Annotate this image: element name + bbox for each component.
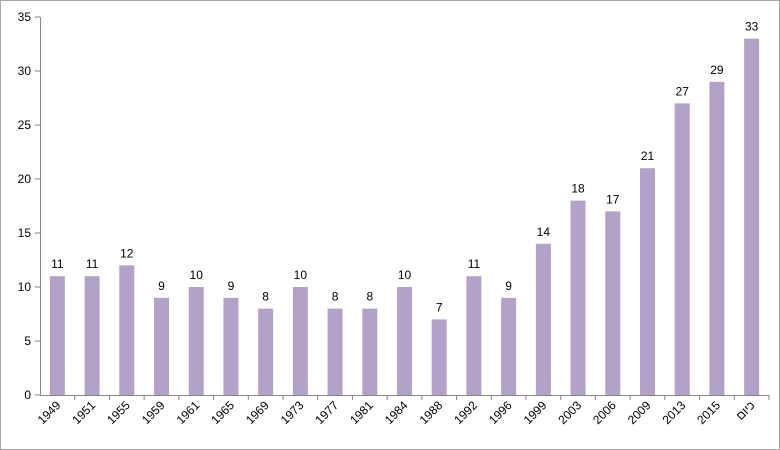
x-tick-label-1969: 1969 (243, 398, 272, 427)
axes-layer (35, 16, 770, 400)
y-tick-label-35: 35 (18, 10, 32, 24)
y-tick-label-0: 0 (24, 388, 31, 402)
data-label-1973: 10 (294, 268, 308, 282)
data-label-1955: 12 (120, 246, 134, 260)
x-tick-label-כיום: כיום (733, 398, 758, 423)
y-tick-label-20: 20 (18, 172, 32, 186)
x-tick-label-1988: 1988 (417, 398, 446, 427)
data-label-1999: 14 (537, 225, 551, 239)
x-tick-label-1992: 1992 (451, 398, 480, 427)
bar-1949 (49, 276, 65, 395)
bar-1969 (258, 308, 274, 395)
x-tick-label-1949: 1949 (35, 398, 64, 427)
data-label-1981: 8 (366, 290, 373, 304)
data-label-1996: 9 (505, 279, 512, 293)
x-tick-label-1959: 1959 (139, 398, 168, 427)
data-label-2015: 29 (710, 63, 724, 77)
data-label-1977: 8 (332, 290, 339, 304)
data-label-כיום: 33 (745, 20, 759, 34)
x-tick-label-2015: 2015 (694, 398, 723, 427)
data-label-2003: 18 (571, 182, 585, 196)
data-label-1992: 11 (468, 257, 481, 271)
bar-כיום (744, 38, 760, 395)
bar-1988 (431, 319, 447, 395)
bar-1984 (397, 287, 412, 395)
data-label-1969: 8 (262, 290, 269, 304)
bar-1999 (535, 243, 551, 395)
data-label-1951: 11 (86, 257, 99, 271)
y-tick-label-5: 5 (24, 334, 31, 348)
x-tick-label-1965: 1965 (208, 398, 237, 427)
y-tick-label-25: 25 (18, 118, 32, 132)
bar-2009 (640, 168, 655, 395)
bar-1961 (188, 287, 204, 395)
x-tick-label-2009: 2009 (625, 398, 654, 427)
x-tick-label-2013: 2013 (660, 398, 689, 427)
bar-1996 (501, 297, 517, 395)
x-tick-label-2003: 2003 (555, 398, 584, 427)
data-label-1959: 9 (158, 279, 165, 293)
data-label-1984: 10 (398, 268, 412, 282)
x-tick-label-1961: 1961 (174, 398, 203, 427)
data-label-2006: 17 (606, 192, 620, 206)
x-tick-label-1977: 1977 (312, 398, 341, 427)
bar-1959 (154, 297, 169, 395)
bar-1977 (327, 308, 343, 395)
y-tick-label-15: 15 (18, 226, 32, 240)
bar-1973 (292, 287, 308, 395)
bar-1965 (223, 297, 239, 395)
data-label-1949: 11 (51, 257, 64, 271)
data-label-2013: 27 (676, 84, 690, 98)
bar-1951 (84, 276, 100, 395)
data-label-1988: 7 (436, 300, 443, 314)
data-label-1961: 10 (190, 268, 204, 282)
x-tick-label-1999: 1999 (521, 398, 550, 427)
bar-2013 (674, 103, 690, 396)
y-tick-label-30: 30 (18, 64, 32, 78)
data-label-2009: 21 (641, 149, 655, 163)
bar-1981 (362, 308, 378, 395)
x-tick-label-1973: 1973 (278, 398, 307, 427)
x-tick-label-1951: 1951 (69, 398, 98, 427)
y-tick-label-10: 10 (18, 280, 32, 294)
x-tick-label-1955: 1955 (104, 398, 133, 427)
x-tick-label-1996: 1996 (486, 398, 515, 427)
x-tick-label-2006: 2006 (590, 398, 619, 427)
data-label-1965: 9 (228, 279, 235, 293)
bars-layer (49, 38, 760, 396)
bar-1992 (466, 276, 482, 395)
x-tick-label-1984: 1984 (382, 398, 411, 427)
bar-2015 (709, 81, 725, 396)
bar-1955 (119, 265, 135, 395)
bar-2006 (605, 211, 621, 395)
bar-2003 (570, 200, 586, 395)
x-tick-label-1981: 1981 (347, 398, 376, 427)
